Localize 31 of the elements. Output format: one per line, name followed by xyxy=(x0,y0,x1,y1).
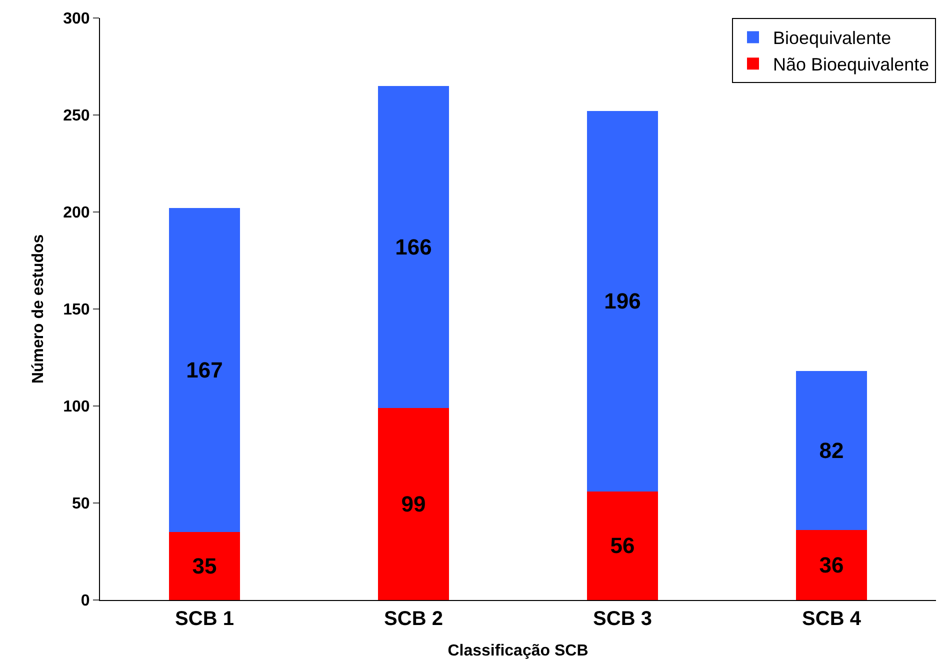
data-label: 167 xyxy=(186,358,223,383)
bar xyxy=(378,408,450,600)
data-label: 196 xyxy=(604,288,641,314)
bar xyxy=(168,532,240,600)
y-axis-title: Número de estudos xyxy=(30,234,47,384)
x-tick-label: SCB 3 xyxy=(593,608,652,630)
legend-label: Não Bioequivalente xyxy=(773,54,930,75)
data-label: 166 xyxy=(395,234,432,260)
bar xyxy=(586,491,658,600)
y-tick-label: 300 xyxy=(63,10,90,28)
y-tick-label: 250 xyxy=(63,108,90,125)
x-axis-title: Classificação SCB xyxy=(448,642,588,660)
data-label: 36 xyxy=(819,552,844,578)
y-tick-label: 100 xyxy=(63,398,90,416)
data-label: 35 xyxy=(192,554,217,579)
bar xyxy=(796,530,868,600)
bar xyxy=(796,371,868,530)
data-label: 99 xyxy=(401,491,426,516)
y-tick-label: 150 xyxy=(63,302,90,319)
data-label: 82 xyxy=(819,438,844,464)
data-label: 56 xyxy=(610,533,635,558)
legend-label: Bioequivalente xyxy=(773,28,892,48)
y-tick-label: 50 xyxy=(72,496,90,513)
x-tick-label: SCB 2 xyxy=(384,608,443,630)
bar xyxy=(586,111,658,492)
x-tick-label: SCB 4 xyxy=(802,608,862,630)
y-tick-label: 200 xyxy=(63,204,90,222)
y-tick-label: 0 xyxy=(80,592,90,610)
bar xyxy=(168,208,240,532)
bar xyxy=(378,86,450,408)
x-tick-label: SCB 1 xyxy=(175,608,234,630)
